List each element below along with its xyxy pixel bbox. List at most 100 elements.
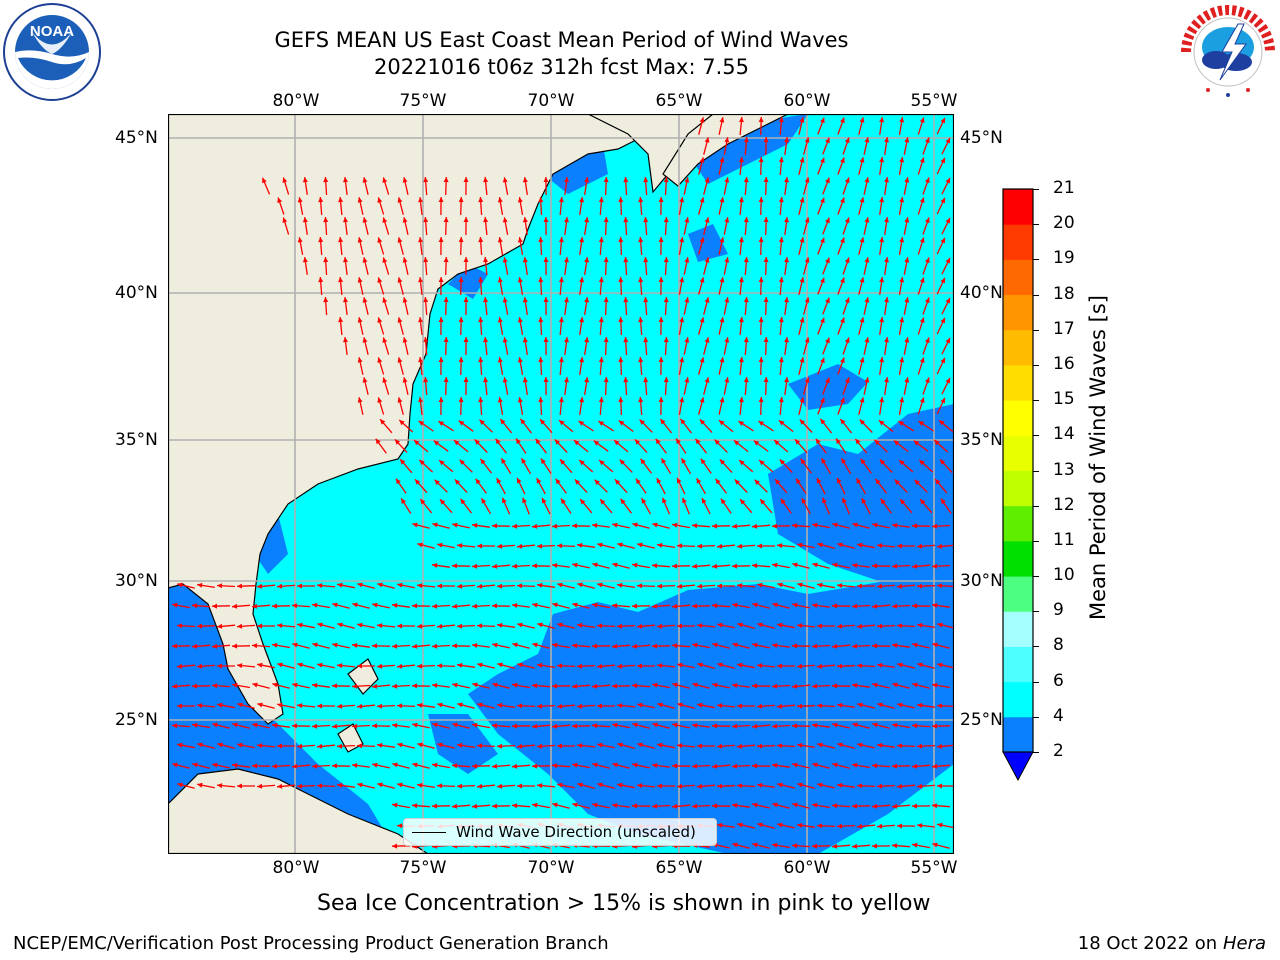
wave-direction-arrowhead <box>658 277 664 282</box>
wave-direction-arrowhead <box>937 662 943 668</box>
wave-direction-arrowhead <box>593 440 600 446</box>
wave-direction-arrowhead <box>758 117 764 123</box>
wave-direction-arrowhead <box>217 583 223 589</box>
wave-direction-arrowhead <box>914 479 920 485</box>
wave-direction-arrowhead <box>477 743 483 749</box>
wave-direction-arrowhead <box>418 357 423 363</box>
wave-direction-arrowhead <box>752 763 758 769</box>
wave-direction-arrowhead <box>732 523 738 529</box>
wave-direction-arrowhead <box>472 722 478 728</box>
wave-direction-arrowhead <box>237 663 243 669</box>
wave-direction-arrowhead <box>719 197 725 203</box>
wave-direction-arrowhead <box>492 803 498 809</box>
wave-direction-arrowhead <box>662 497 667 504</box>
wave-direction-arrowhead <box>637 783 643 789</box>
wave-direction-arrowhead <box>599 460 605 466</box>
wave-direction-arrowhead <box>232 643 238 649</box>
wave-direction-arrowhead <box>757 543 762 549</box>
wave-direction-arrowhead <box>734 479 741 485</box>
wave-direction-arrowhead <box>837 542 843 548</box>
wave-direction-arrowhead <box>812 802 818 808</box>
wave-direction-arrowhead <box>597 542 603 548</box>
wave-direction-arrowhead <box>844 137 850 143</box>
wave-direction-arrowhead <box>623 337 629 343</box>
wave-direction-arrowhead <box>357 582 363 588</box>
wave-direction-arrowhead <box>392 643 398 649</box>
wave-direction-arrowhead <box>697 583 703 589</box>
wave-direction-arrowhead <box>537 743 543 749</box>
wave-direction-arrowhead <box>463 177 469 182</box>
colorbar-segment <box>1003 329 1033 366</box>
wave-direction-arrowhead <box>312 642 318 648</box>
wave-direction-arrowhead <box>663 377 669 383</box>
wave-direction-arrowhead <box>757 743 763 749</box>
wave-direction-arrowhead <box>297 197 303 203</box>
wave-direction-arrowhead <box>377 317 383 323</box>
wave-direction-arrowhead <box>492 563 498 569</box>
wave-direction-arrowhead <box>357 782 363 788</box>
wave-direction-arrowhead <box>362 337 368 343</box>
wave-direction-arrowhead <box>338 277 344 283</box>
wave-direction-arrowhead <box>481 498 487 504</box>
wave-direction-arrowhead <box>400 459 406 465</box>
wave-direction-arrowhead <box>679 397 685 403</box>
wave-direction-arrowhead <box>577 542 583 548</box>
wave-direction-arrowhead <box>177 582 183 588</box>
wave-direction-arrowhead <box>377 582 383 588</box>
wave-direction-arrowhead <box>820 418 826 425</box>
wave-direction-arrowhead <box>412 722 418 728</box>
wave-direction-arrowhead <box>932 803 938 809</box>
wave-direction-arrowhead <box>899 117 905 123</box>
wave-direction-arrowhead <box>338 237 344 243</box>
wave-direction-arrowhead <box>343 337 348 343</box>
wave-direction-arrowhead <box>618 397 624 403</box>
wave-direction-arrowhead <box>592 602 598 608</box>
wave-direction-arrowhead <box>859 277 865 283</box>
wave-direction-arrowhead <box>377 357 383 363</box>
wave-direction-arrowhead <box>857 702 863 708</box>
wave-direction-arrowhead <box>758 421 764 426</box>
wave-direction-arrowhead <box>492 723 498 729</box>
wave-direction-arrowhead <box>864 177 870 183</box>
wave-direction-arrowhead <box>660 419 666 425</box>
wave-direction-arrowhead <box>557 782 563 788</box>
colorbar-tick-label: 4 <box>1053 705 1064 726</box>
wave-direction-arrowhead <box>857 823 863 829</box>
wave-direction-arrowhead <box>732 563 738 569</box>
wave-direction-arrowhead <box>612 522 618 528</box>
map-legend: Wind Wave Direction (unscaled) <box>403 818 717 846</box>
wave-direction-arrowhead <box>623 297 629 303</box>
wave-direction-arrowhead <box>812 762 818 768</box>
wave-direction-arrowhead <box>812 843 818 849</box>
colorbar-tick <box>1033 611 1039 613</box>
wave-direction-arrowhead <box>598 197 604 203</box>
colorbar-tick <box>1033 364 1039 366</box>
wave-direction-arrowhead <box>618 277 624 283</box>
wave-direction-arrowhead <box>864 217 870 223</box>
wave-direction-arrowhead <box>257 783 263 789</box>
wave-direction-arrowhead <box>832 683 838 689</box>
wave-direction-arrowhead <box>414 440 420 446</box>
wave-direction-arrowhead <box>618 237 624 243</box>
wave-direction-arrowhead <box>877 702 883 708</box>
wave-direction-arrowhead <box>517 783 522 789</box>
wave-direction-arrowhead <box>752 602 758 608</box>
wave-direction-arrowhead <box>617 582 623 588</box>
wave-direction-arrowhead <box>832 603 838 609</box>
wave-direction-arrowhead <box>717 543 723 549</box>
wave-direction-arrowhead <box>292 763 298 769</box>
wave-direction-arrowhead <box>612 562 618 568</box>
wave-direction-arrowhead <box>817 663 823 669</box>
wave-direction-arrowhead <box>522 377 528 383</box>
wave-direction-arrowhead <box>757 822 763 828</box>
wave-direction-arrowhead <box>739 460 745 466</box>
wave-direction-arrowhead <box>932 763 938 769</box>
wave-direction-arrowhead <box>603 337 609 343</box>
wave-direction-arrowhead <box>600 499 606 505</box>
wave-direction-arrowhead <box>463 257 469 262</box>
wave-direction-arrowhead <box>377 663 383 669</box>
colorbar-tick <box>1033 189 1039 190</box>
wave-direction-arrowhead <box>772 562 778 568</box>
wave-direction-arrowhead <box>657 742 663 748</box>
wave-direction-arrowhead <box>557 743 562 749</box>
